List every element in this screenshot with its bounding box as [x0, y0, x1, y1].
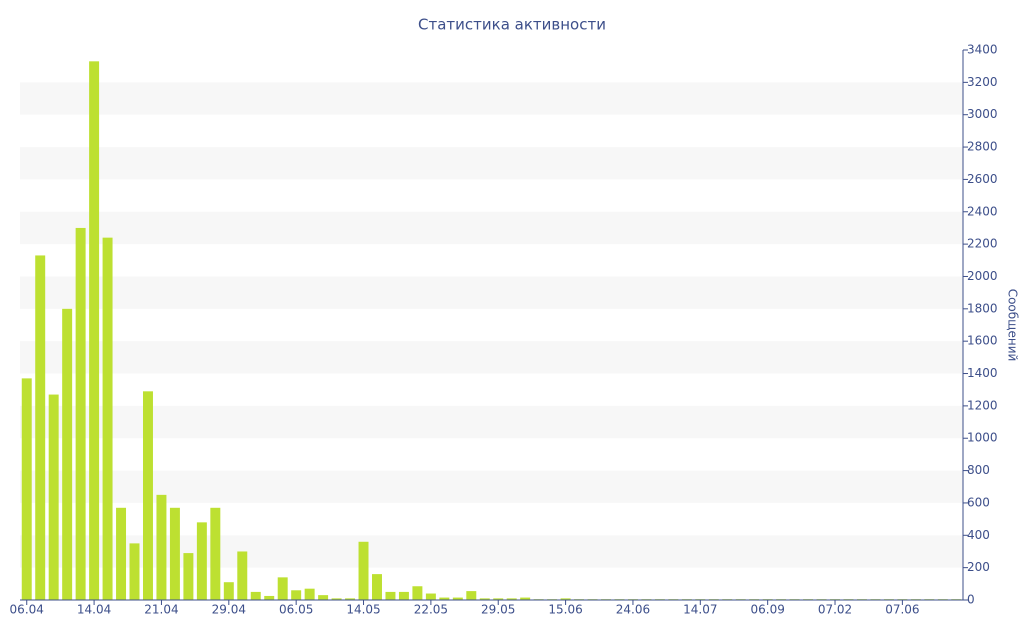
grid-band [20, 341, 963, 374]
y-tick-label: 0 [967, 593, 975, 607]
bar [385, 591, 396, 600]
x-tick-label: 29.05 [481, 603, 515, 617]
bar [89, 61, 100, 600]
y-tick-label: 1200 [967, 398, 998, 412]
y-tick-label: 200 [967, 560, 990, 574]
y-tick-label: 1000 [967, 431, 998, 445]
bar [116, 507, 127, 600]
y-tick-label: 2200 [967, 237, 998, 251]
y-tick-label: 3200 [967, 75, 998, 89]
grid-band [20, 82, 963, 115]
bar [291, 590, 302, 600]
x-tick-label: 06.05 [279, 603, 313, 617]
grid-band [20, 470, 963, 503]
x-tick-label: 14.07 [683, 603, 717, 617]
bar [493, 598, 504, 600]
x-tick-label: 21.04 [144, 603, 178, 617]
bar [183, 553, 194, 600]
bar [75, 227, 86, 601]
bar [506, 598, 517, 600]
bar [560, 598, 571, 600]
y-tick-label: 2400 [967, 204, 998, 218]
x-tick-label: 14.05 [346, 603, 380, 617]
x-tick-label: 29.04 [212, 603, 246, 617]
bar [142, 391, 153, 600]
x-tick-label: 22.05 [414, 603, 448, 617]
chart-title: Статистика активности [418, 16, 606, 34]
y-tick-label: 3400 [967, 43, 998, 57]
grid-band [20, 276, 963, 309]
y-tick-label: 1400 [967, 366, 998, 380]
bar [237, 551, 248, 600]
grid-band [20, 147, 963, 180]
bar [264, 595, 275, 600]
bar [223, 582, 234, 600]
y-axis-label: Сообщений [1006, 289, 1020, 362]
x-tick-label: 07.06 [885, 603, 919, 617]
y-tick-label: 1600 [967, 334, 998, 348]
bar [479, 598, 490, 600]
bar [21, 378, 32, 600]
x-tick-label: 24.06 [616, 603, 650, 617]
bar [452, 597, 463, 600]
bar [331, 598, 342, 600]
bar [520, 597, 531, 600]
y-tick-label: 1800 [967, 301, 998, 315]
bar [35, 255, 46, 601]
bar [196, 522, 207, 600]
y-tick-label: 400 [967, 528, 990, 542]
bar [425, 593, 436, 600]
bar [250, 591, 261, 600]
bar [156, 494, 167, 600]
bar [304, 588, 315, 600]
bar [358, 541, 369, 600]
grid-band [20, 211, 963, 245]
bar [318, 595, 329, 600]
x-tick-label: 14.04 [77, 603, 111, 617]
bar [62, 308, 73, 600]
bar [345, 598, 356, 600]
y-tick-label: 2800 [967, 140, 998, 154]
y-tick-label: 800 [967, 463, 990, 477]
bar [372, 574, 382, 600]
bar [398, 591, 409, 600]
y-tick-label: 2000 [967, 269, 998, 283]
grid-band [20, 405, 963, 439]
y-tick-label: 600 [967, 495, 990, 509]
bar [48, 394, 59, 600]
x-tick-label: 06.04 [10, 603, 44, 617]
x-tick-label: 06.09 [750, 603, 784, 617]
bar [412, 586, 423, 600]
bar [439, 597, 450, 600]
x-tick-label: 15.06 [548, 603, 582, 617]
bar [102, 237, 113, 600]
bar [129, 543, 140, 600]
x-tick-label: 07.02 [818, 603, 852, 617]
bar [210, 507, 221, 600]
bar [169, 507, 180, 600]
bar [466, 591, 477, 600]
bar [277, 577, 288, 600]
y-tick-label: 3000 [967, 107, 998, 121]
y-tick-label: 2600 [967, 172, 998, 186]
